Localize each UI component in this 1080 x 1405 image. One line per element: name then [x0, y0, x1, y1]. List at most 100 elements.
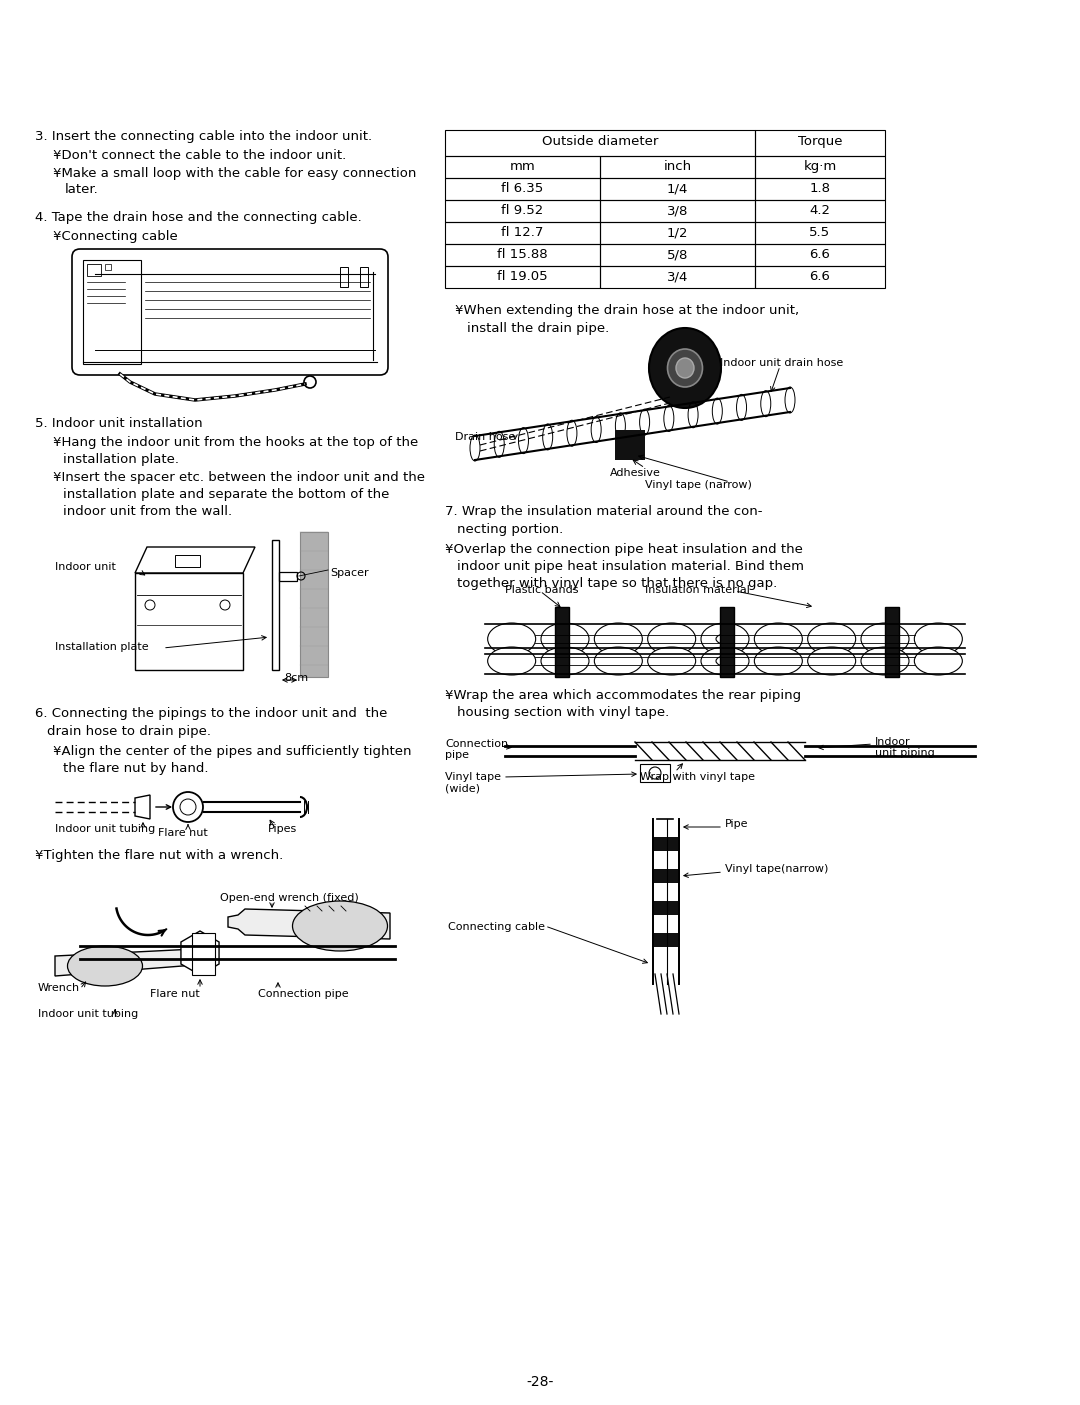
Text: 3. Insert the connecting cable into the indoor unit.: 3. Insert the connecting cable into the … — [35, 131, 373, 143]
Bar — [600, 222, 755, 244]
Text: later.: later. — [65, 183, 98, 197]
Text: Indoor unit tubing: Indoor unit tubing — [38, 1009, 138, 1019]
Bar — [445, 156, 600, 178]
Polygon shape — [228, 909, 390, 939]
Text: inch: inch — [663, 160, 691, 173]
Bar — [615, 430, 645, 459]
Bar — [885, 607, 899, 677]
Text: Indoor: Indoor — [875, 738, 910, 747]
Bar — [653, 819, 679, 837]
Ellipse shape — [808, 646, 855, 674]
Bar — [755, 244, 885, 266]
Ellipse shape — [754, 646, 802, 674]
Bar — [272, 540, 279, 670]
Text: necting portion.: necting portion. — [457, 523, 564, 535]
Bar — [555, 607, 569, 677]
Text: fl 15.88: fl 15.88 — [497, 249, 548, 261]
Bar — [652, 933, 680, 947]
Polygon shape — [55, 948, 195, 976]
Bar — [755, 156, 885, 178]
Text: 5.5: 5.5 — [809, 226, 831, 239]
Text: drain hose to drain pipe.: drain hose to drain pipe. — [48, 725, 211, 738]
Text: 5/8: 5/8 — [666, 249, 688, 261]
Ellipse shape — [861, 646, 909, 674]
Text: ¥Make a small loop with the cable for easy connection: ¥Make a small loop with the cable for ea… — [53, 167, 417, 180]
Ellipse shape — [648, 646, 696, 674]
Bar — [755, 131, 885, 156]
Bar — [340, 267, 348, 287]
Ellipse shape — [861, 622, 909, 655]
Text: Spacer: Spacer — [330, 568, 368, 577]
Text: -28-: -28- — [526, 1375, 554, 1390]
Text: installation plate and separate the bottom of the: installation plate and separate the bott… — [63, 488, 390, 502]
Text: pipe: pipe — [445, 750, 469, 760]
Text: Connecting cable: Connecting cable — [448, 922, 545, 932]
Text: housing section with vinyl tape.: housing section with vinyl tape. — [457, 705, 670, 719]
Text: ¥Wrap the area which accommodates the rear piping: ¥Wrap the area which accommodates the re… — [445, 688, 801, 702]
Text: indoor unit from the wall.: indoor unit from the wall. — [63, 504, 232, 518]
Text: fl 6.35: fl 6.35 — [501, 183, 543, 195]
Bar — [445, 222, 600, 244]
Text: Installation plate: Installation plate — [55, 642, 149, 652]
Text: Indoor unit: Indoor unit — [55, 562, 116, 572]
Ellipse shape — [293, 901, 388, 951]
Text: ¥When extending the drain hose at the indoor unit,: ¥When extending the drain hose at the in… — [455, 303, 799, 318]
Text: ¥Overlap the connection pipe heat insulation and the: ¥Overlap the connection pipe heat insula… — [445, 542, 802, 556]
Text: Connection pipe: Connection pipe — [258, 989, 349, 999]
Text: Pipes: Pipes — [268, 823, 297, 835]
Bar — [600, 266, 755, 288]
Text: Flare nut: Flare nut — [150, 989, 200, 999]
Text: Flare nut: Flare nut — [158, 828, 207, 837]
Text: mm: mm — [510, 160, 536, 173]
Text: 4. Tape the drain hose and the connecting cable.: 4. Tape the drain hose and the connectin… — [35, 211, 362, 223]
Ellipse shape — [701, 622, 750, 655]
Bar — [755, 200, 885, 222]
Polygon shape — [135, 547, 255, 573]
Bar — [653, 882, 679, 901]
Bar — [600, 244, 755, 266]
Text: 6.6: 6.6 — [810, 249, 831, 261]
Ellipse shape — [915, 622, 962, 655]
Ellipse shape — [701, 646, 750, 674]
Bar — [87, 264, 102, 275]
FancyBboxPatch shape — [72, 249, 388, 375]
Text: ¥Insert the spacer etc. between the indoor unit and the: ¥Insert the spacer etc. between the indo… — [53, 471, 426, 483]
Ellipse shape — [649, 327, 721, 407]
Text: Indoor unit drain hose: Indoor unit drain hose — [720, 358, 843, 368]
Ellipse shape — [594, 622, 643, 655]
Text: ¥Connecting cable: ¥Connecting cable — [53, 230, 178, 243]
Bar — [600, 200, 755, 222]
Polygon shape — [181, 932, 219, 975]
Text: Open-end wrench (fixed): Open-end wrench (fixed) — [220, 894, 359, 903]
Text: fl 9.52: fl 9.52 — [501, 204, 543, 216]
Bar — [720, 607, 734, 677]
Text: Vinyl tape (narrow): Vinyl tape (narrow) — [645, 481, 752, 490]
Bar — [755, 222, 885, 244]
Ellipse shape — [754, 622, 802, 655]
Text: (wide): (wide) — [445, 783, 480, 792]
Bar — [300, 532, 328, 677]
Ellipse shape — [716, 634, 734, 643]
Bar — [445, 244, 600, 266]
Ellipse shape — [541, 622, 589, 655]
Text: kg·m: kg·m — [804, 160, 837, 173]
Bar — [640, 764, 670, 783]
Text: install the drain pipe.: install the drain pipe. — [467, 322, 609, 334]
Text: the flare nut by hand.: the flare nut by hand. — [63, 762, 208, 776]
Text: Plastic bands: Plastic bands — [505, 584, 579, 594]
Ellipse shape — [808, 622, 855, 655]
Bar — [175, 555, 200, 568]
Text: Torque: Torque — [798, 135, 842, 148]
Text: 5. Indoor unit installation: 5. Indoor unit installation — [35, 417, 203, 430]
Bar — [653, 915, 679, 933]
Text: ¥Don't connect the cable to the indoor unit.: ¥Don't connect the cable to the indoor u… — [53, 149, 347, 162]
Text: ¥Hang the indoor unit from the hooks at the top of the: ¥Hang the indoor unit from the hooks at … — [53, 436, 418, 450]
Ellipse shape — [488, 646, 536, 674]
Text: unit piping: unit piping — [875, 747, 935, 759]
Ellipse shape — [667, 348, 702, 386]
Ellipse shape — [676, 358, 694, 378]
Text: Drain hose: Drain hose — [455, 431, 515, 443]
Text: 4.2: 4.2 — [810, 204, 831, 216]
Ellipse shape — [488, 622, 536, 655]
Text: Pipe: Pipe — [725, 819, 748, 829]
